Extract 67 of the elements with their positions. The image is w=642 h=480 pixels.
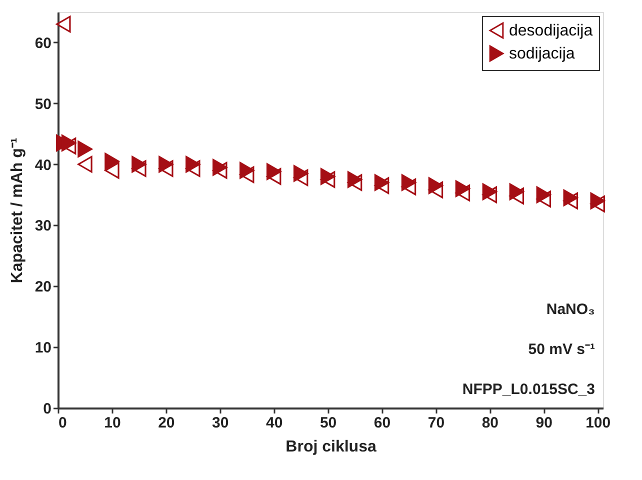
point (56, 16, 71, 33)
x-tick-label: 60 (374, 414, 391, 432)
point (61, 134, 76, 152)
point (347, 174, 362, 191)
x-tick-label: 10 (104, 414, 121, 432)
point (158, 156, 174, 173)
point (212, 158, 228, 176)
y-axis-title: Kapacitet / mAh g⁻¹ (8, 138, 26, 284)
point (455, 184, 470, 202)
point (536, 186, 552, 204)
y-tick-label: 20 (34, 278, 52, 296)
point (104, 162, 120, 179)
point (509, 183, 524, 200)
annotation: 50 mV s⁻¹ (528, 341, 595, 358)
x-tick-label: 100 (586, 414, 611, 432)
point (482, 183, 498, 200)
point (401, 178, 416, 196)
x-tick-label: 50 (320, 414, 337, 432)
legend-label: sodijacija (509, 46, 575, 62)
point (132, 156, 146, 173)
point (104, 152, 120, 170)
legend-label: desodijacija (509, 22, 593, 40)
y-tick-label: 0 (43, 400, 52, 418)
point (186, 160, 200, 177)
point (374, 177, 390, 194)
y-tick-label: 60 (34, 34, 52, 52)
point (239, 166, 254, 184)
y-tick-label: 50 (34, 96, 52, 113)
point (563, 192, 578, 210)
point (132, 160, 146, 177)
point (186, 156, 200, 173)
point (428, 182, 444, 198)
point (347, 171, 362, 188)
x-tick-label: 20 (158, 414, 175, 432)
point (293, 165, 308, 182)
point (78, 156, 92, 173)
x-axis-title: Broj ciklusa (286, 438, 376, 456)
point (158, 160, 174, 177)
x-tick-label: 40 (266, 414, 283, 432)
x-tick-label: 80 (482, 414, 499, 432)
point (239, 162, 254, 179)
point (293, 169, 308, 186)
annotation: NFPP_L0.015SC_3 (462, 381, 595, 398)
point (482, 186, 498, 204)
y-tick-label: 10 (34, 340, 52, 357)
point (266, 163, 282, 180)
point (590, 196, 605, 212)
point (320, 168, 336, 185)
point (401, 174, 416, 191)
point (536, 190, 552, 208)
point (212, 162, 228, 179)
point (455, 180, 470, 198)
point (590, 192, 605, 210)
point (374, 174, 390, 191)
point (320, 171, 336, 188)
point (266, 168, 282, 185)
point (78, 140, 92, 158)
x-tick-label: 0 (58, 414, 67, 432)
point (509, 188, 524, 204)
y-tick-label: 40 (34, 156, 52, 174)
x-tick-label: 30 (212, 414, 229, 432)
y-tick-label: 30 (34, 218, 52, 235)
point (563, 189, 578, 206)
x-tick-label: 70 (428, 414, 445, 432)
annotation: NaNO₃ (546, 301, 596, 318)
point (428, 177, 444, 194)
x-tick-label: 90 (536, 414, 552, 432)
